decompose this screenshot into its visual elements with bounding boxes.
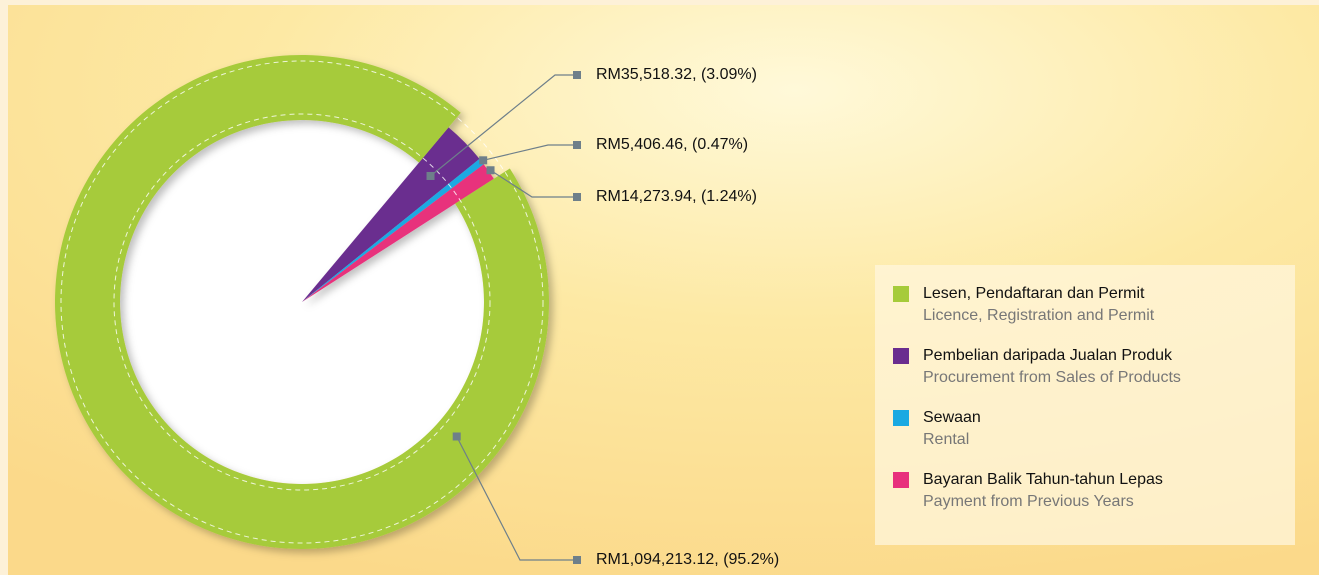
leader-line bbox=[483, 144, 577, 161]
value-label: RM1,094,213.12, (95.2%) bbox=[596, 551, 779, 568]
leader-dot bbox=[573, 141, 581, 149]
leader-dot bbox=[426, 171, 435, 180]
value-label: RM14,273.94, (1.24%) bbox=[596, 188, 757, 205]
slice bbox=[302, 164, 494, 302]
legend-swatch bbox=[893, 286, 909, 302]
value-label: RM35,518.32, (3.09%) bbox=[596, 66, 757, 83]
legend-swatch bbox=[893, 410, 909, 426]
leader-dot bbox=[486, 166, 495, 175]
leader-line bbox=[456, 436, 577, 561]
legend-swatch bbox=[893, 472, 909, 488]
value-label: RM5,406.46, (0.47%) bbox=[596, 136, 748, 153]
leader-line bbox=[490, 169, 577, 198]
legend-label: Pembelian daripada Jualan Produk bbox=[923, 347, 1173, 364]
legend-swatch bbox=[893, 348, 909, 364]
legend-sublabel: Payment from Previous Years bbox=[923, 493, 1134, 510]
donut bbox=[54, 54, 549, 549]
legend-sublabel: Rental bbox=[923, 431, 969, 448]
legend-label: Sewaan bbox=[923, 409, 981, 426]
leader-line bbox=[430, 74, 577, 177]
leader-dot bbox=[479, 156, 488, 165]
leader-dot bbox=[452, 432, 461, 441]
leader-dot bbox=[573, 556, 581, 564]
ring-dash bbox=[60, 60, 544, 544]
leader-dot bbox=[573, 193, 581, 201]
ring-dash bbox=[113, 113, 491, 491]
legend-sublabel: Procurement from Sales of Products bbox=[923, 369, 1181, 386]
legend-label: Bayaran Balik Tahun-tahun Lepas bbox=[923, 471, 1163, 488]
legend-label: Lesen, Pendaftaran dan Permit bbox=[923, 285, 1145, 302]
legend-box bbox=[875, 265, 1295, 545]
slice bbox=[302, 158, 484, 302]
legend-sublabel: Licence, Registration and Permit bbox=[923, 307, 1155, 324]
slice bbox=[302, 127, 480, 303]
leader-dot bbox=[573, 71, 581, 79]
